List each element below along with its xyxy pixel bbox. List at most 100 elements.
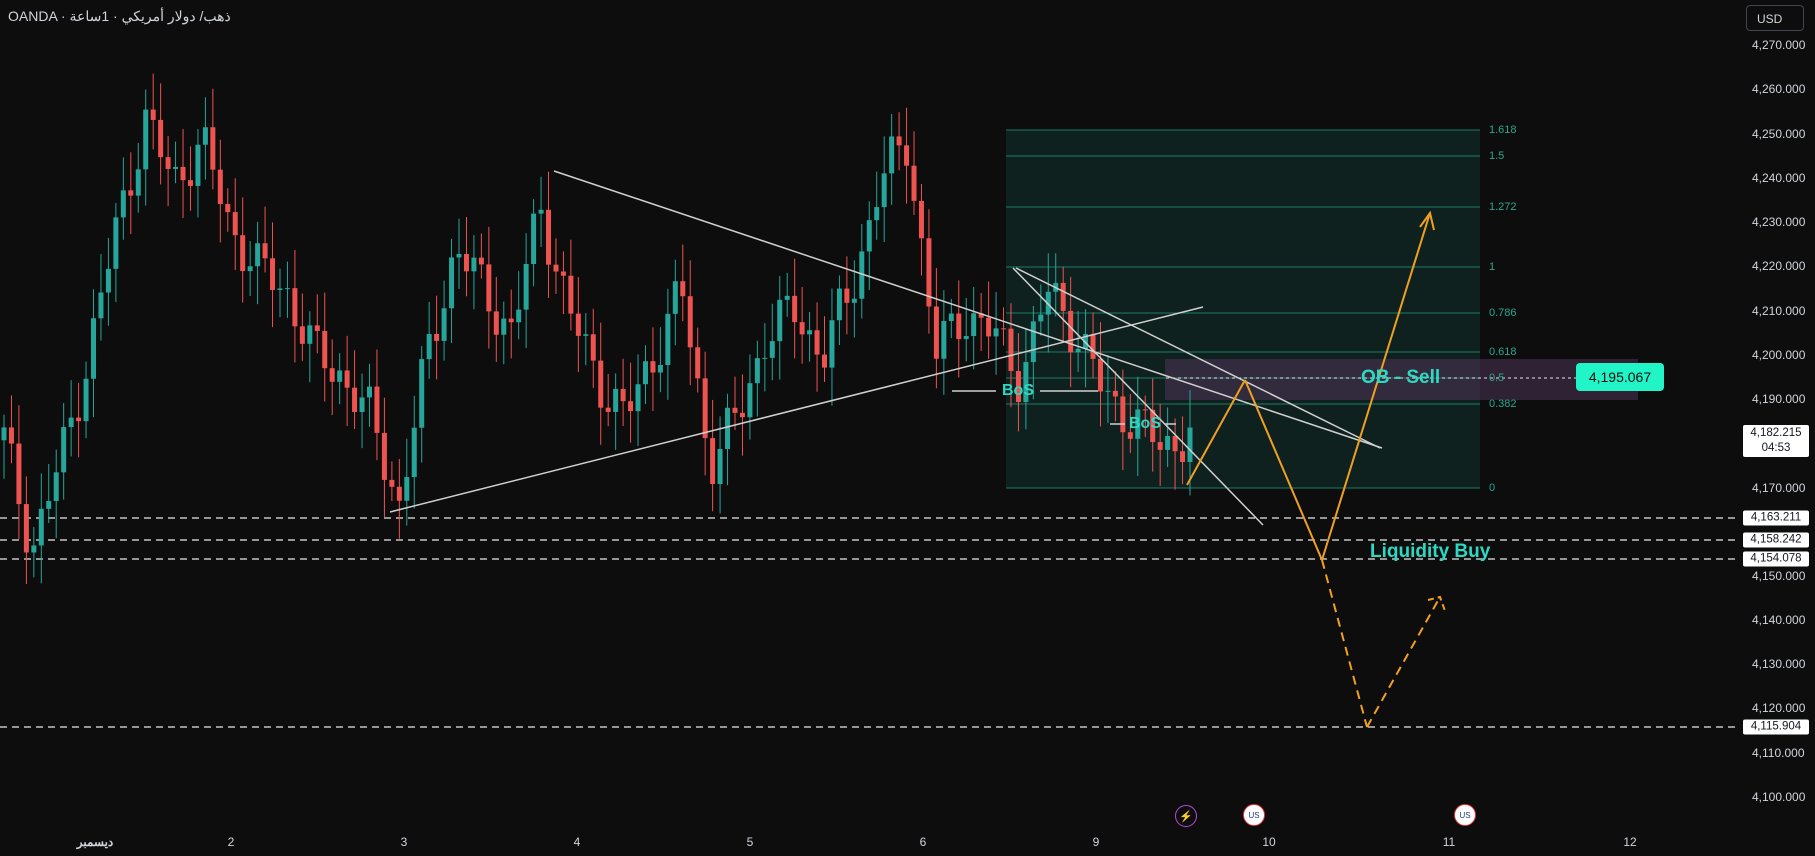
channel-lower-line[interactable] (1012, 267, 1264, 526)
time-axis-tick: 10 (1262, 835, 1276, 849)
time-axis-tick: 9 (1092, 835, 1100, 849)
candle-body (91, 318, 97, 379)
candle-body (337, 370, 343, 382)
time-axis-tick: 12 (1623, 835, 1637, 849)
projection-path-dashed[interactable] (1321, 559, 1368, 728)
bos-label-2[interactable]: BoS (1129, 415, 1161, 432)
fib-level-label: 0 (1489, 482, 1496, 494)
candle-body (1090, 334, 1096, 359)
candle-body (441, 308, 447, 341)
candle-body (1097, 358, 1103, 392)
candle-body (158, 119, 164, 158)
candle-body (851, 298, 857, 303)
candle-body (814, 330, 820, 355)
candle-body (1068, 310, 1074, 353)
candle-body (150, 109, 156, 120)
candle-body (926, 238, 932, 307)
projection-path[interactable] (1244, 379, 1323, 561)
candle-body (799, 322, 805, 335)
candle-body (1001, 328, 1007, 330)
price-axis-tick: 4,220.000 (1752, 259, 1806, 273)
projection-path[interactable] (1321, 212, 1431, 561)
candle-body (374, 386, 380, 433)
symbol-title[interactable]: OANDA · ذهب/ دولار أمريكي · 1ساعة (8, 8, 231, 24)
candle-body (165, 157, 171, 169)
fib-extension-tool[interactable] (1006, 130, 1638, 488)
price-axis-tick: 4,240.000 (1752, 171, 1806, 185)
fib-level-label: 0.786 (1489, 307, 1517, 319)
price-axis-tick: 4,120.000 (1752, 701, 1806, 715)
price-label-level-4: 4,115.904 (1743, 719, 1809, 735)
candle-body (225, 204, 231, 213)
candle-body (560, 271, 566, 276)
candle-body (993, 328, 999, 337)
candle-body (1008, 328, 1014, 372)
us-flag-icon[interactable]: US (1243, 804, 1265, 826)
time-axis-tick: 6 (919, 835, 927, 849)
candle-body (76, 417, 82, 422)
candle-body (396, 486, 402, 501)
candle-body (449, 257, 455, 309)
trendline-descending[interactable] (553, 170, 1383, 449)
candle-body (456, 254, 462, 258)
candle-body (859, 251, 865, 299)
last-price-label: 4,182.215 04:53 (1743, 425, 1809, 457)
candle-body (232, 212, 238, 236)
order-block-zone[interactable] (1165, 359, 1638, 400)
candle-body (695, 347, 701, 379)
candle-body (486, 264, 492, 312)
candle-body (620, 388, 626, 402)
candle-body (642, 361, 648, 385)
candle-body (777, 299, 783, 342)
candle-body (187, 180, 193, 186)
candle-body (881, 173, 887, 208)
liquidity-buy-label[interactable]: Liquidity Buy (1370, 541, 1491, 562)
candle-body (426, 334, 432, 360)
ob-sell-label[interactable]: OB - Sell (1361, 367, 1441, 388)
bos-label-1[interactable]: BoS (1002, 382, 1034, 399)
candle-body (739, 412, 745, 418)
lightning-icon[interactable]: ⚡ (1175, 805, 1197, 827)
candle-body (754, 358, 760, 384)
time-axis-tick: 11 (1442, 835, 1456, 849)
price-axis-tick: 4,190.000 (1752, 392, 1806, 406)
fib-level-label: 1.618 (1489, 124, 1517, 136)
candle-body (471, 257, 477, 272)
candle-body (143, 109, 149, 170)
candle-body (180, 166, 186, 181)
candle-body (478, 257, 484, 265)
price-label-level-3: 4,154.078 (1743, 551, 1809, 567)
candle-body (978, 313, 984, 318)
candle-body (352, 387, 358, 412)
candle-body (68, 417, 74, 428)
candle-body (1023, 362, 1029, 402)
channel-upper-line[interactable] (1015, 267, 1381, 449)
candle-body (896, 136, 902, 146)
projection-path[interactable] (1186, 379, 1246, 486)
candle-body (195, 144, 201, 186)
trendline-ascending[interactable] (389, 306, 1204, 513)
currency-button[interactable]: USD (1746, 5, 1804, 31)
price-label-level-2: 4,158.242 (1743, 532, 1809, 548)
candle-body (665, 313, 671, 365)
fib-level-label: 0.618 (1489, 346, 1517, 358)
time-axis-tick: 2 (227, 835, 235, 849)
candle-body (918, 200, 924, 239)
candle-body (963, 336, 969, 340)
candle-body (635, 384, 641, 412)
projection-path-dashed[interactable] (1366, 596, 1441, 728)
candle-body (911, 165, 917, 201)
candle-body (717, 449, 723, 485)
candle-body (769, 341, 775, 358)
candle-body (38, 508, 44, 546)
candle-body (314, 325, 320, 331)
candle-body (568, 275, 574, 314)
candle-body (46, 501, 52, 509)
candle-body (210, 127, 216, 170)
us-flag-icon[interactable]: US (1454, 804, 1476, 826)
candle-body (1142, 409, 1148, 411)
time-axis-tick: ديسمبر (76, 835, 114, 849)
candle-body (792, 295, 798, 323)
candle-body (605, 407, 611, 412)
